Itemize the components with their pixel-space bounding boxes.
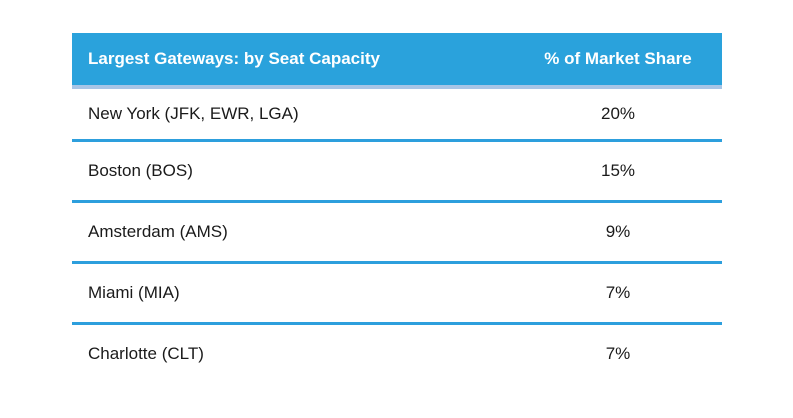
gateways-table: Largest Gateways: by Seat Capacity % of …: [72, 33, 722, 383]
header-gateways-label: Largest Gateways: by Seat Capacity: [88, 49, 380, 68]
table-row: Miami (MIA) 7%: [72, 264, 722, 325]
gateway-cell: Miami (MIA): [88, 283, 180, 302]
share-cell: 7%: [605, 344, 631, 363]
share-cell: 9%: [605, 222, 631, 241]
gateway-cell: New York (JFK, EWR, LGA): [88, 104, 299, 123]
header-market-share-label: % of Market Share: [544, 49, 692, 68]
gateway-cell: Amsterdam (AMS): [88, 222, 228, 241]
share-cell: 7%: [605, 283, 631, 302]
share-cell: 20%: [600, 104, 636, 123]
table-header-row: Largest Gateways: by Seat Capacity % of …: [72, 33, 722, 89]
table-row: Boston (BOS) 15%: [72, 142, 722, 203]
gateway-cell: Charlotte (CLT): [88, 344, 204, 363]
table-row: Charlotte (CLT) 7%: [72, 325, 722, 383]
table-body: New York (JFK, EWR, LGA) 20% Boston (BOS…: [72, 89, 722, 383]
share-cell: 15%: [600, 161, 636, 180]
table-row: New York (JFK, EWR, LGA) 20%: [72, 89, 722, 142]
table-row: Amsterdam (AMS) 9%: [72, 203, 722, 264]
gateway-cell: Boston (BOS): [88, 161, 193, 180]
